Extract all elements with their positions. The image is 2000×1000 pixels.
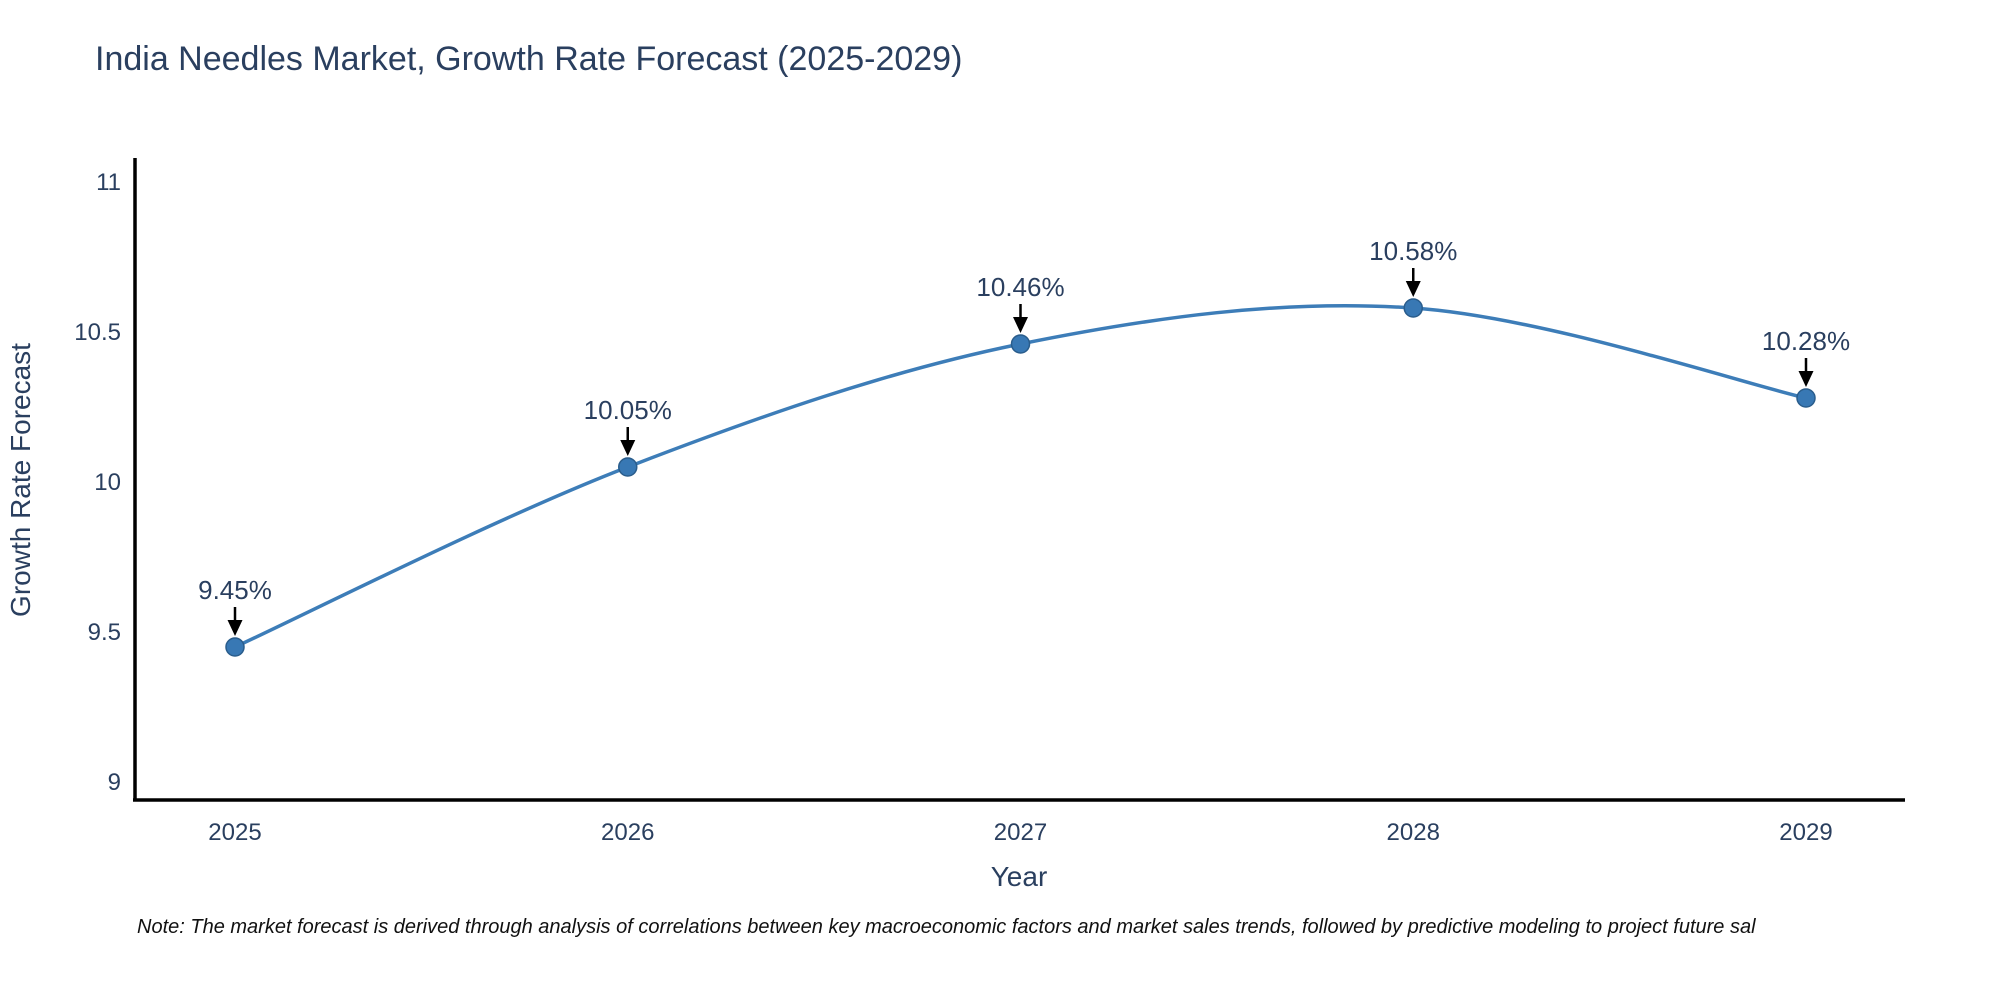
chart-title: India Needles Market, Growth Rate Foreca… [95,40,963,78]
footnote: Note: The market forecast is derived thr… [137,916,1756,938]
data-point [1010,334,1031,354]
y-axis-title: Growth Rate Forecast [5,343,36,617]
data-point [618,457,638,477]
y-tick-label: 9 [108,769,121,796]
x-tick-label: 2026 [601,819,654,846]
y-tick-label: 10 [94,469,121,496]
annotation-label: 10.05% [584,395,672,425]
annotation-arrowhead [620,440,636,456]
annotation-arrowhead [227,620,243,636]
x-tick-label: 2025 [208,819,261,846]
annotation-label: 10.28% [1762,326,1850,356]
y-tick-label: 10.5 [74,319,121,346]
x-tick-label: 2029 [1779,819,1832,846]
annotation-arrowhead [1405,281,1421,297]
x-tick-label: 2028 [1387,819,1440,846]
data-point [1403,298,1423,318]
y-tick-label: 11 [96,169,121,196]
annotation-arrowhead [1798,371,1814,387]
data-point [225,637,245,657]
x-tick-label: 2027 [994,819,1047,846]
annotation-label: 9.45% [198,575,272,605]
x-axis-title: Year [991,861,1048,892]
data-point [1796,388,1816,408]
annotation-arrowhead [1013,317,1028,333]
annotation-label: 10.46% [976,272,1064,302]
annotation-label: 10.58% [1369,236,1457,266]
y-tick-label: 9.5 [88,619,121,646]
forecast-line [233,303,1808,649]
